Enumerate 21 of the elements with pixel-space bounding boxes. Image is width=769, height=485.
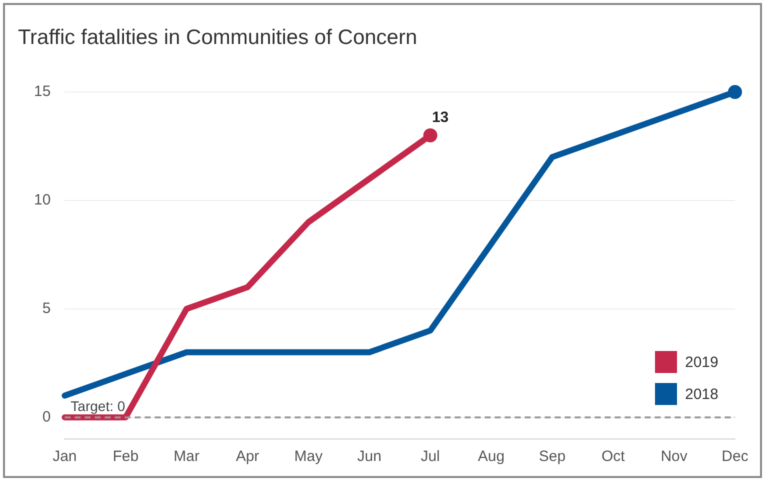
y-tick-label: 15	[34, 83, 51, 100]
x-tick-label: Jan	[52, 448, 77, 466]
ref-line-label: Target: 0	[70, 398, 126, 414]
x-tick-label: Mar	[174, 448, 200, 466]
x-tick-label: Aug	[478, 448, 505, 466]
x-tick-label: Oct	[601, 448, 626, 466]
legend-label: 2018	[685, 386, 718, 402]
data-label: 13	[432, 109, 449, 126]
x-tick-label: Dec	[722, 448, 749, 466]
x-tick-label: Jun	[357, 448, 382, 466]
y-tick-label: 10	[34, 192, 51, 209]
x-tick-label: May	[294, 448, 324, 466]
y-tick-label: 0	[42, 408, 51, 426]
x-tick-label: Apr	[236, 448, 260, 466]
x-tick-label: Jul	[420, 448, 440, 466]
legend-label: 2019	[685, 354, 718, 370]
x-tick-label: Nov	[660, 448, 688, 466]
x-tick-label: Sep	[538, 448, 566, 466]
chart-title: Traffic fatalities in Communities of Concern	[18, 26, 418, 50]
x-tick-label: Feb	[112, 448, 139, 466]
y-tick-label: 5	[42, 300, 51, 318]
